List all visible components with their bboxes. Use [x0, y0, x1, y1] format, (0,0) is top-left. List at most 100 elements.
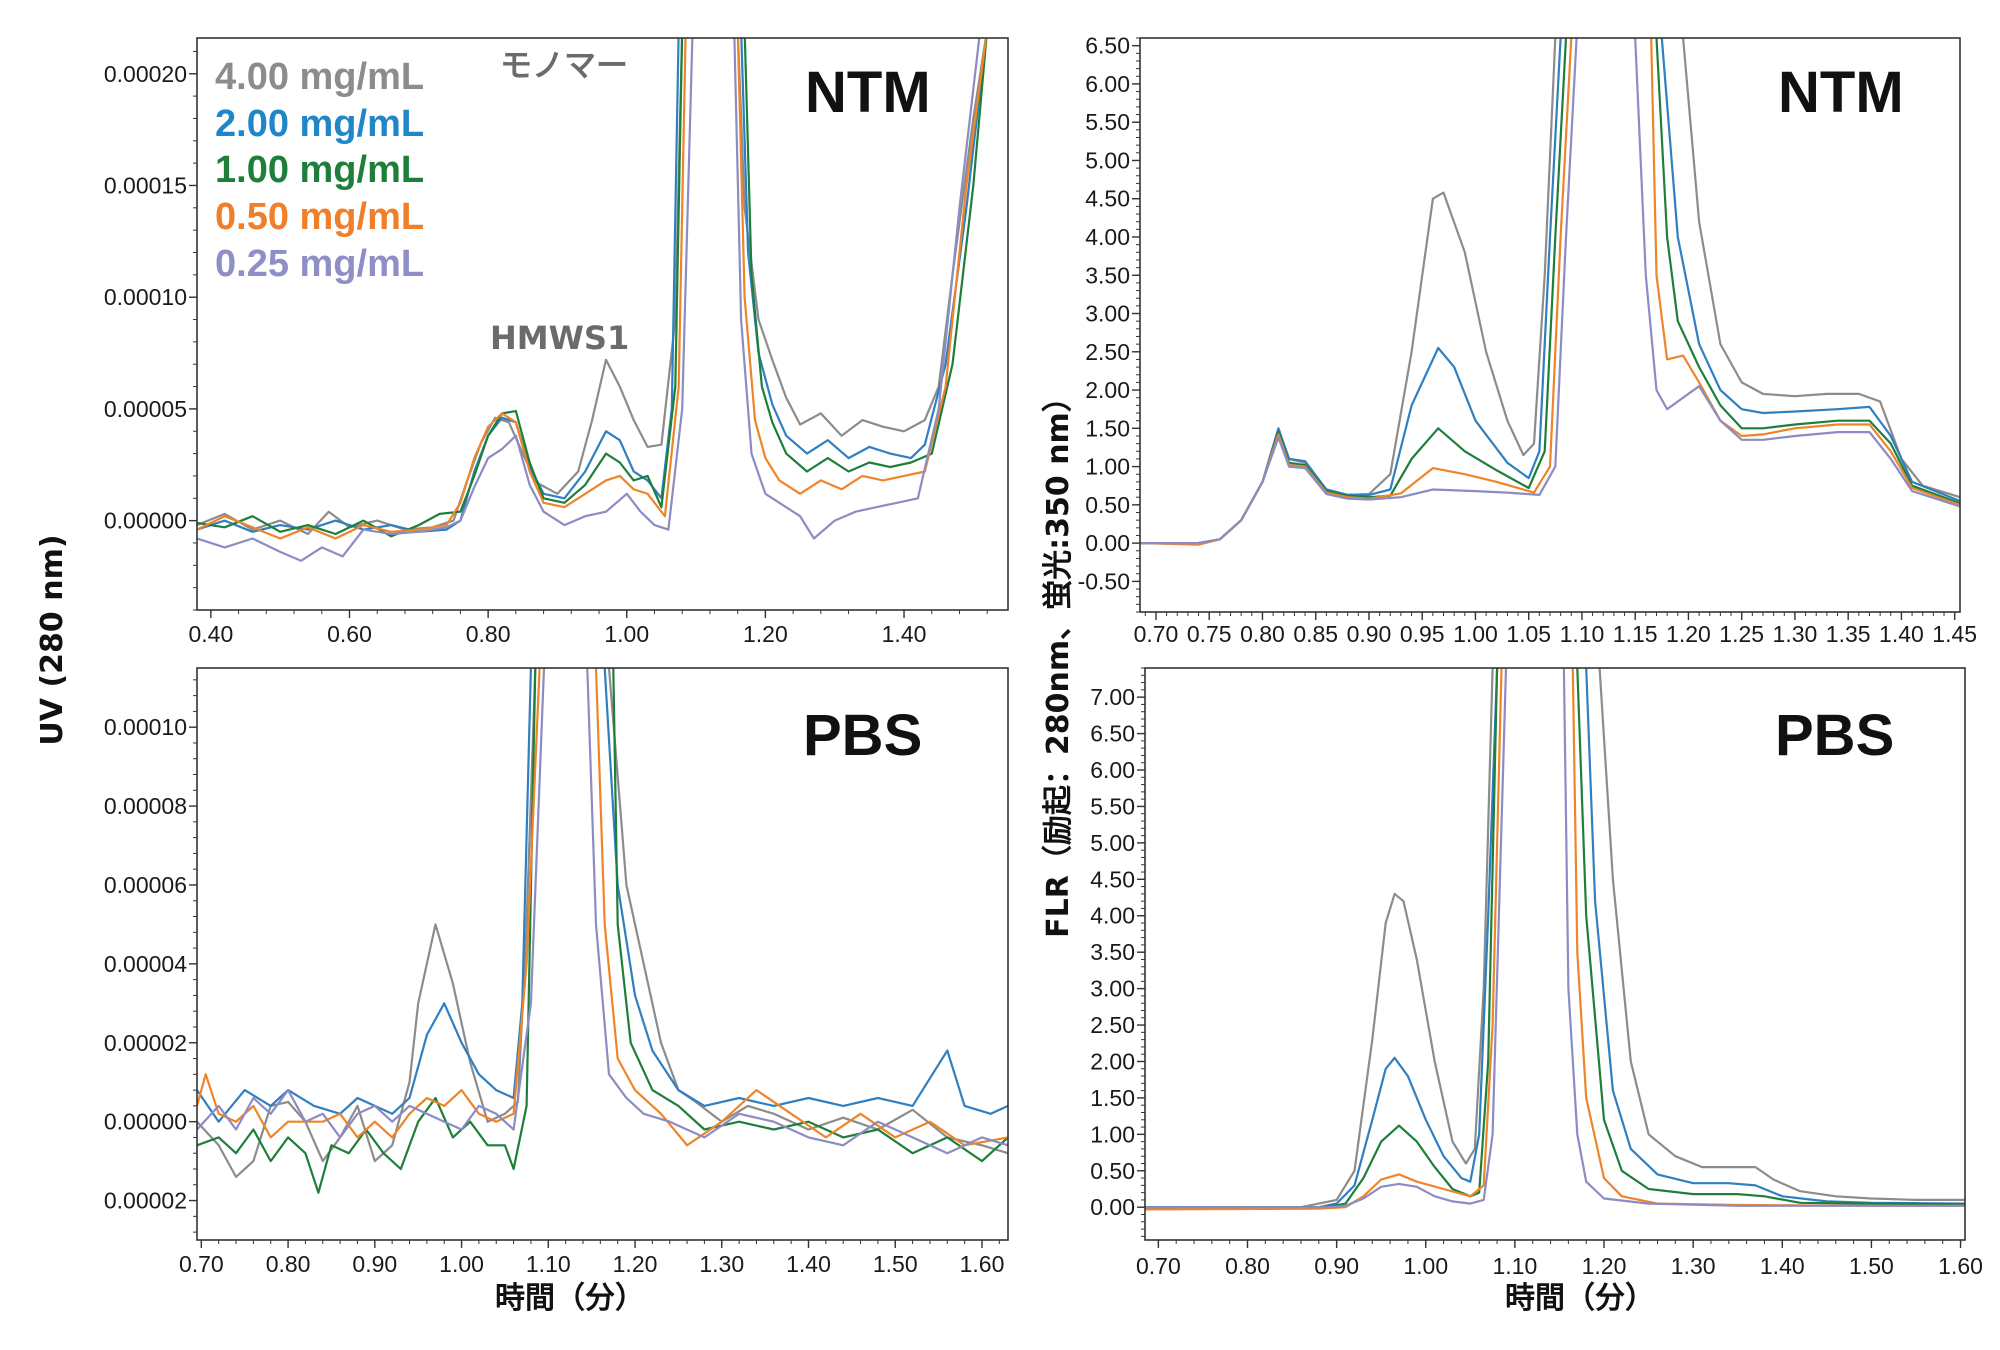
x-tick-label: 0.80	[1225, 1253, 1270, 1279]
plot-frame	[196, 667, 1009, 1241]
series-group	[1140, 38, 1960, 546]
series-line-c0-50	[197, 668, 541, 1139]
x-tick-label: 1.40	[1760, 1253, 1805, 1279]
x-tick-label: 0.90	[352, 1251, 397, 1277]
y-tick-label: 5.00	[1090, 830, 1135, 856]
series-line-c1-00	[197, 668, 537, 1194]
y-tick-label: 3.00	[1085, 301, 1130, 327]
y-tick-label: 6.00	[1090, 757, 1135, 783]
x-tick-label: 0.85	[1293, 621, 1338, 647]
series-line-c0-50	[197, 38, 687, 540]
x-tick-label: 0.70	[1134, 621, 1179, 647]
series-line-c0-25	[197, 668, 546, 1139]
series-line-c0-50-tail	[1650, 38, 1960, 506]
series-line-c2-00	[1140, 38, 1562, 545]
y-tick-label: 0.00002	[104, 1030, 187, 1056]
y-tick-label: 6.50	[1090, 721, 1135, 747]
series-line-c0-25	[197, 38, 694, 562]
series-line-c0-50	[1140, 38, 1573, 546]
x-tick-label: 1.45	[1932, 621, 1977, 647]
x-tick-label: 0.80	[466, 621, 511, 647]
x-tick-label: 0.90	[1347, 621, 1392, 647]
y-tick-label: 4.00	[1090, 903, 1135, 929]
y-tick-label: 1.00	[1090, 1121, 1135, 1147]
y-tick-label: 5.50	[1090, 793, 1135, 819]
y-tick-label: 6.00	[1085, 71, 1130, 97]
x-tick-label: 1.10	[1560, 621, 1605, 647]
x-tick-label: 0.90	[1314, 1253, 1359, 1279]
series-line-c1-00-tail	[1576, 668, 1965, 1206]
uv-axis-title: UV (280 nm)	[35, 534, 70, 745]
uv-pbs-chart: 0.70 0.80 0.90 1.00 1.10 1.20 1.30 1.40 1.50 1.60…	[104, 667, 1009, 1277]
series-line-c4-00-tail	[1598, 668, 1965, 1201]
x-tick-label: 0.70	[179, 1251, 224, 1277]
legend-item-2-00: 2.00 mg/mL	[215, 103, 424, 145]
x-tick-label: 1.20	[743, 621, 788, 647]
x-tick-label: 1.50	[873, 1251, 918, 1277]
monomer-annotation: モノマー	[500, 46, 628, 84]
series-line-c0-50-tail	[736, 38, 988, 495]
y-tick-label: 1.00	[1085, 454, 1130, 480]
x-tick-label: 1.00	[1403, 1253, 1448, 1279]
x-tick-label: 1.30	[699, 1251, 744, 1277]
y-tick-label: 7.00	[1090, 684, 1135, 710]
series-line-c4-00	[1145, 668, 1494, 1209]
y-tick-label: 0.00	[1090, 1194, 1135, 1220]
y-tick-label: 0.00002	[104, 1188, 187, 1214]
y-tick-label: 0.00010	[104, 284, 187, 310]
series-line-c0-25	[1145, 668, 1508, 1209]
series-line-c0-50-tail	[594, 668, 1008, 1147]
x-tick-label: 0.80	[266, 1251, 311, 1277]
x-tick-label: 1.40	[1879, 621, 1924, 647]
series-line-c4-00-tail	[736, 38, 987, 437]
x-tick-label: 1.60	[1938, 1253, 1983, 1279]
uv-ntm-chart: 0.40 0.60 0.80 1.00 1.20 1.40 0.00000 0.00005 0.…	[104, 37, 1009, 647]
series-line-c0-25	[1140, 38, 1578, 545]
y-tick-label: 5.50	[1085, 109, 1130, 135]
panel-label-uv-pbs: PBS	[803, 703, 922, 768]
legend: 4.00 mg/mL 2.00 mg/mL 1.00 mg/mL 0.50 mg…	[215, 56, 424, 285]
y-tick-label: 3.00	[1090, 976, 1135, 1002]
legend-item-0-25: 0.25 mg/mL	[215, 243, 424, 285]
series-line-c2-00	[197, 668, 532, 1123]
x-tick-label: 1.00	[439, 1251, 484, 1277]
series-line-c0-50	[1145, 668, 1503, 1211]
y-tick-label: 2.50	[1085, 339, 1130, 365]
y-tick-label: 0.00020	[104, 61, 187, 87]
x-tick-label: 1.10	[1493, 1253, 1538, 1279]
y-tick-label: 1.50	[1090, 1085, 1135, 1111]
x-tick-label: 1.20	[1666, 621, 1711, 647]
x-tick-label: 1.25	[1719, 621, 1764, 647]
series-line-c2-00-tail	[603, 668, 1008, 1115]
y-tick-label: 0.00010	[104, 714, 187, 740]
hmws1-annotation: HMWS1	[490, 319, 629, 357]
y-tick-label: 4.00	[1085, 224, 1130, 250]
x-tick-label: 1.00	[604, 621, 649, 647]
series-line-c1-00	[197, 38, 684, 538]
y-tick-label: 0.00	[1085, 530, 1130, 556]
y-tick-label: 5.00	[1085, 147, 1130, 173]
series-line-c0-25-tail	[1562, 668, 1965, 1207]
y-tick-label: 0.00005	[104, 396, 187, 422]
series-line-c4-00-tail	[1682, 38, 1960, 499]
x-tick-label: 1.35	[1826, 621, 1871, 647]
series-line-c2-00	[1145, 668, 1499, 1209]
y-tick-label: 4.50	[1085, 186, 1130, 212]
series-line-c0-50-tail	[1571, 668, 1965, 1207]
plot-frame	[196, 37, 1009, 611]
series-line-c2-00-tail	[740, 38, 988, 460]
y-tick-label: 0.00004	[104, 951, 187, 977]
series-line-c2-00-tail	[1585, 668, 1965, 1205]
y-tick-label: 3.50	[1085, 262, 1130, 288]
series-line-c1-00-tail	[743, 38, 988, 473]
panel-label-uv-ntm: NTM	[805, 60, 931, 125]
y-tick-label: 0.00000	[104, 508, 187, 534]
x-tick-label: 1.15	[1613, 621, 1658, 647]
x-tick-label: 0.40	[188, 621, 233, 647]
y-tick-label: 0.50	[1090, 1158, 1135, 1184]
x-tick-label: 1.60	[960, 1251, 1005, 1277]
y-tick-label: 0.50	[1085, 492, 1130, 518]
flr-pbs-chart: 0.70 0.80 0.90 1.00 1.10 1.20 1.30 1.40 1.50 1.60…	[1090, 667, 1983, 1279]
series-group	[197, 38, 988, 562]
y-tick-label: 3.50	[1090, 939, 1135, 965]
